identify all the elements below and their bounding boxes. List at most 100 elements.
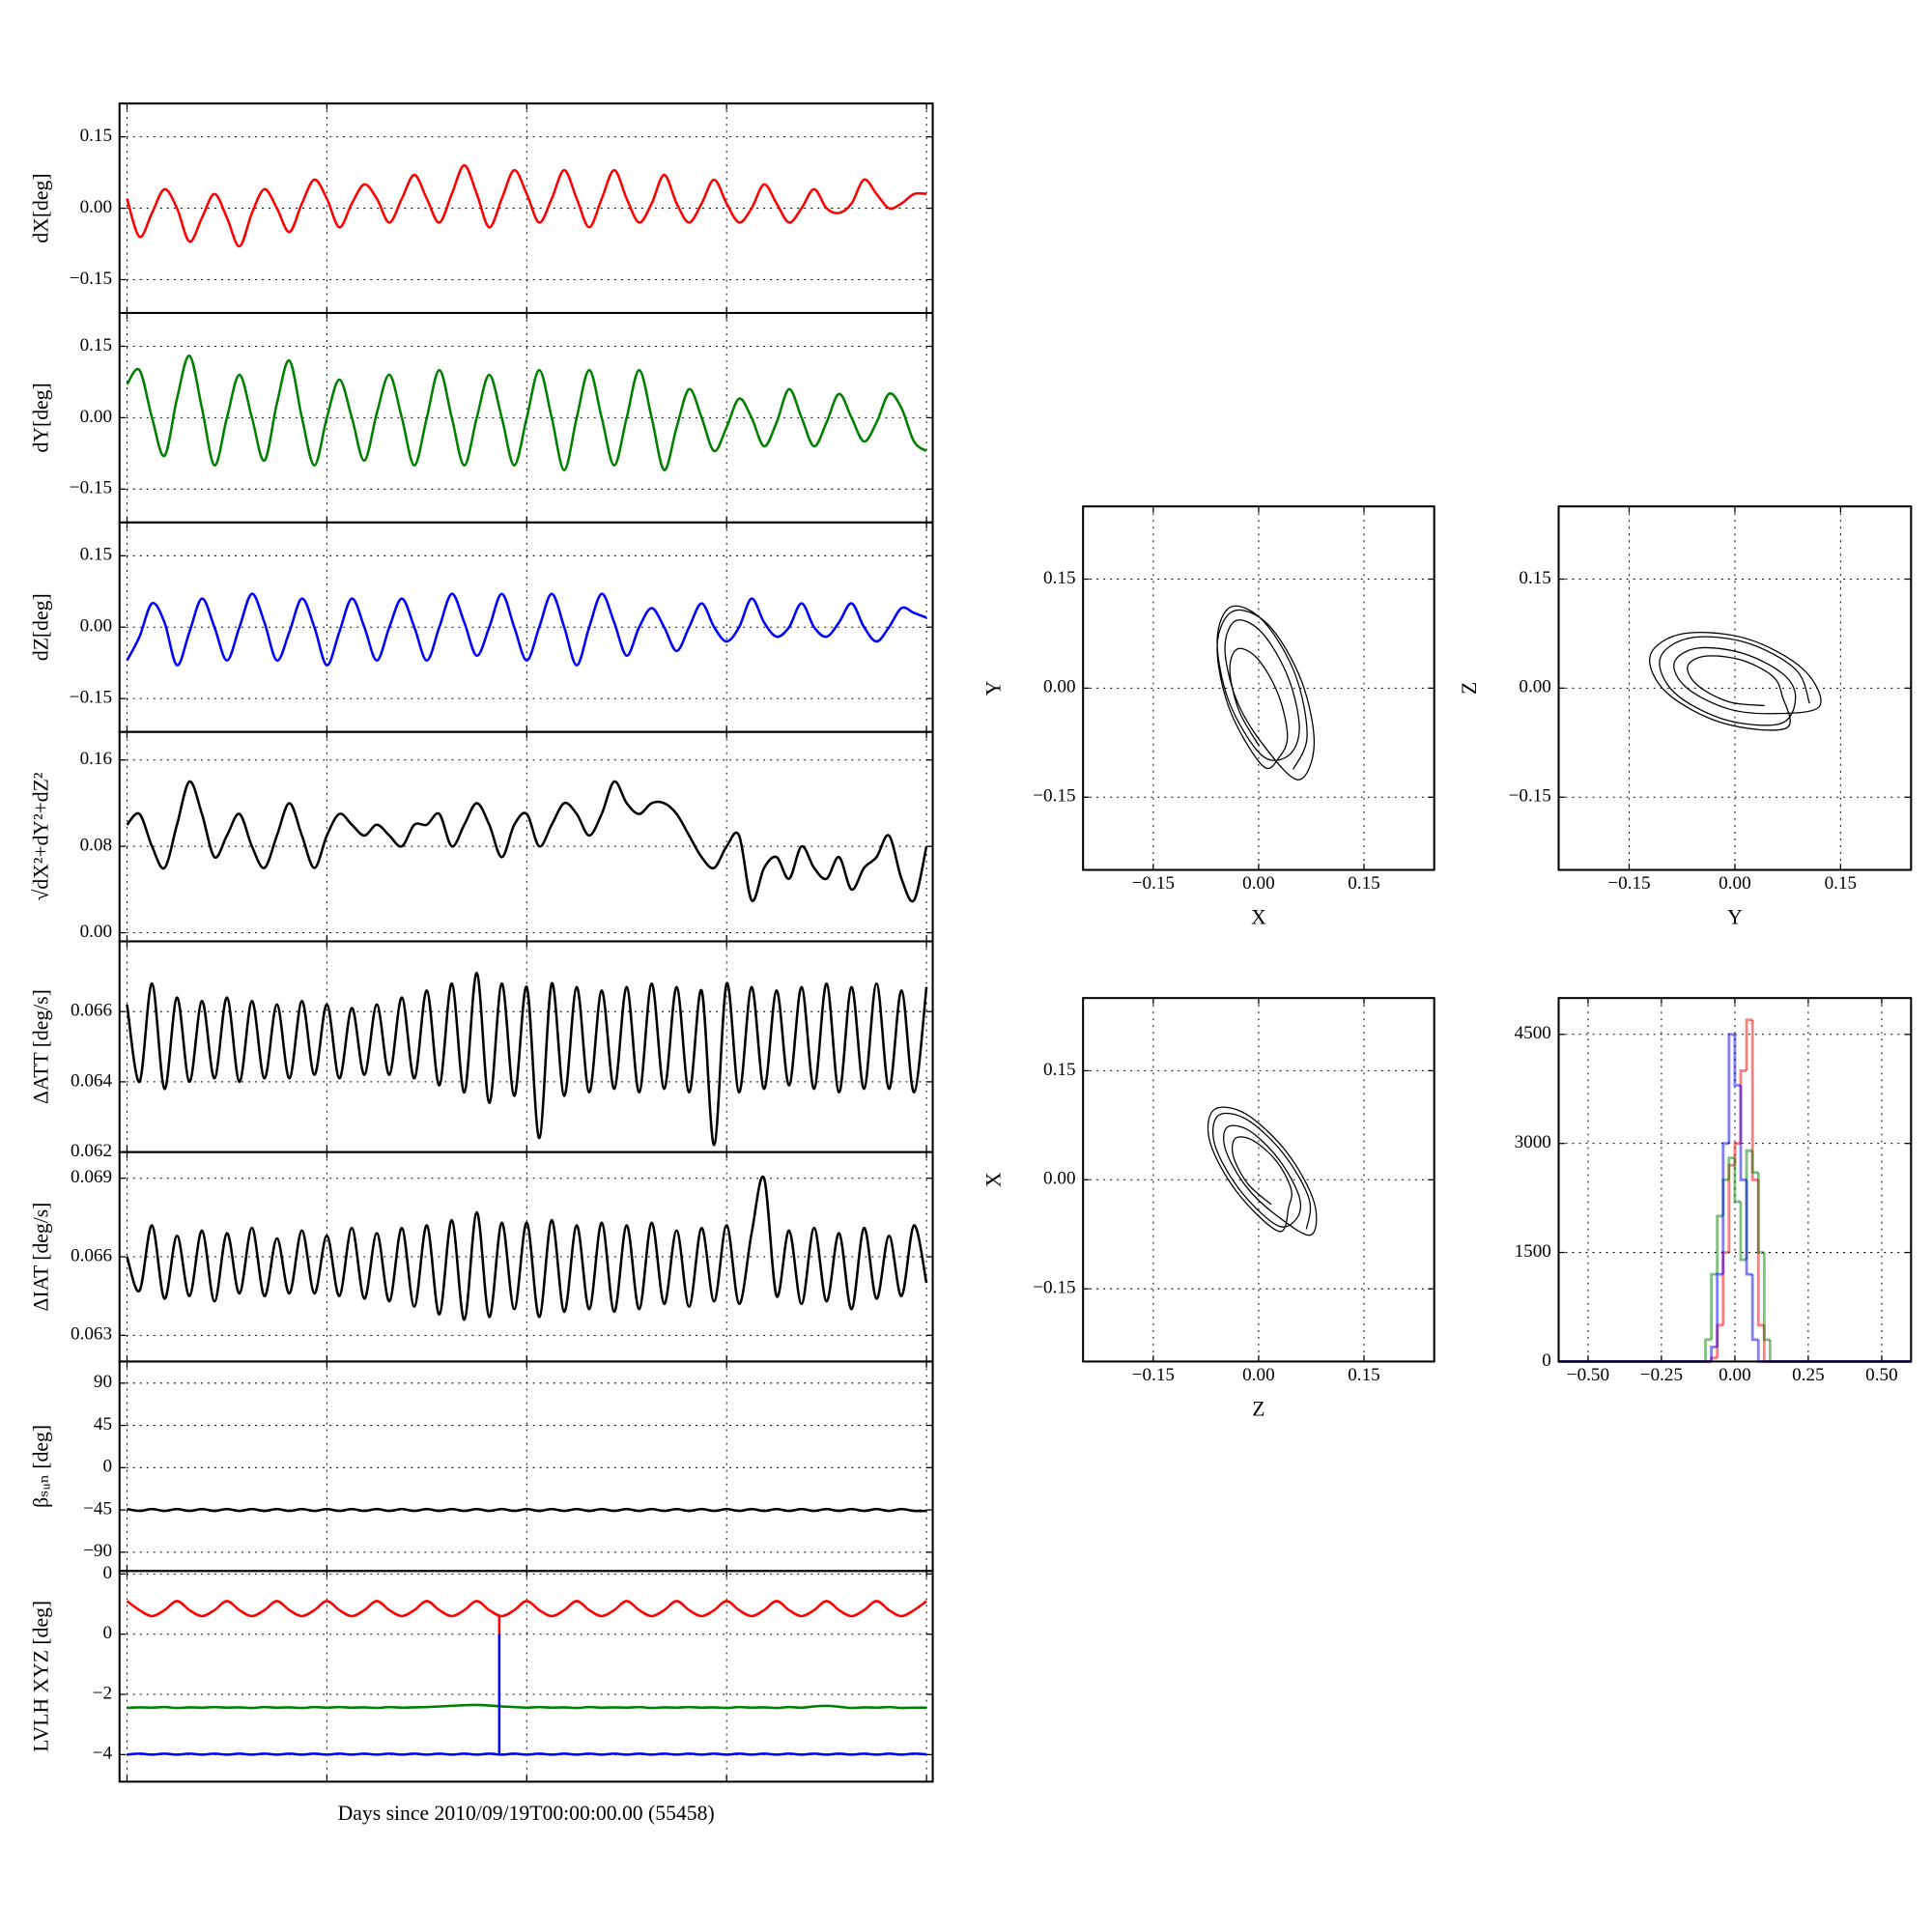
y-tick-label: 0.063: [71, 1324, 112, 1345]
y-tick-label: −0.15: [1033, 786, 1075, 807]
hist-step: [1704, 1338, 1712, 1362]
y-tick-label: −0.15: [1033, 1278, 1075, 1298]
y-axis-label: ΔIAT [deg/s]: [30, 1203, 53, 1312]
axes-frame: [1082, 997, 1435, 1363]
y-tick-label: 3000: [1515, 1132, 1551, 1152]
y-axis-label: √dX²+dY²+dZ²: [30, 773, 53, 901]
hist-step: [1710, 1272, 1718, 1340]
y-tick-label: 0.00: [1043, 677, 1075, 697]
y-tick-label: −0.15: [1509, 786, 1551, 807]
hist-step: [1762, 1252, 1771, 1342]
hist-step: [1727, 1156, 1735, 1180]
y-tick-label: 0.16: [80, 749, 112, 769]
x-tick-label: 0.50: [1865, 1365, 1897, 1385]
x-tick-label: 0.15: [1825, 873, 1857, 894]
y-tick-label: 0.15: [1043, 568, 1075, 588]
axes-frame: [1082, 505, 1435, 871]
y-tick-label: 1500: [1515, 1241, 1551, 1262]
x-tick-label: −0.25: [1640, 1365, 1683, 1385]
hist-step: [1750, 1151, 1759, 1175]
data-line: [1216, 605, 1316, 781]
hist-step: [1750, 1019, 1759, 1181]
y-tick-label: 0.062: [71, 1141, 112, 1161]
y-tick-label: −90: [83, 1541, 112, 1561]
y-tick-label: 0.00: [80, 407, 112, 427]
y-axis-label: dY[deg]: [30, 383, 53, 452]
y-tick-label: 0.066: [71, 1245, 112, 1265]
data-line: [127, 1752, 927, 1756]
y-tick-label: 0: [1542, 1350, 1551, 1371]
x-tick-label: 0.25: [1792, 1365, 1824, 1385]
hist-step: [1710, 1345, 1718, 1362]
hist-step: [1733, 1034, 1742, 1087]
y-tick-label: 0.066: [71, 1001, 112, 1021]
data-line: [126, 780, 928, 903]
data-line: [126, 355, 927, 471]
hist-step: [1733, 1157, 1742, 1204]
hist-step: [1716, 1272, 1723, 1348]
axes-frame: [1557, 997, 1913, 1363]
y-tick-label: −0.15: [70, 269, 112, 289]
x-tick-label: 0.00: [1719, 873, 1750, 894]
y-axis-label: dX[deg]: [30, 173, 53, 242]
data-line: [1207, 1106, 1318, 1236]
y-axis-label: Y: [982, 680, 1006, 696]
y-tick-label: 90: [94, 1372, 112, 1392]
y-tick-label: 0.064: [71, 1070, 112, 1091]
y-axis-label: βₛᵤₙ [deg]: [30, 1425, 53, 1508]
y-tick-label: 0.00: [1519, 677, 1550, 697]
hist-step: [1756, 1172, 1765, 1254]
hist-step: [1739, 1085, 1747, 1181]
axes-frame: [1557, 505, 1913, 871]
y-tick-label: −0.15: [70, 478, 112, 498]
y-axis-label: Z: [1458, 682, 1481, 695]
data-line: [126, 592, 927, 667]
data-line: [126, 1600, 927, 1618]
data-line: [1649, 632, 1822, 731]
x-axis-label: X: [1251, 905, 1266, 928]
data-line: [126, 163, 927, 248]
hist-step: [1750, 1274, 1759, 1342]
y-tick-label: 0.15: [1519, 568, 1550, 588]
x-axis-label: Days since 2010/09/19T00:00:00.00 (55458…: [338, 1802, 715, 1825]
x-tick-label: 0.00: [1719, 1365, 1750, 1385]
hist-step: [1745, 1179, 1753, 1276]
y-axis-label: dZ[deg]: [30, 593, 53, 661]
axes-frame: [118, 1570, 934, 1783]
y-tick-label: 0.15: [1043, 1060, 1075, 1080]
x-tick-label: 0.15: [1348, 1365, 1379, 1385]
hist-step: [1745, 1018, 1753, 1071]
hist-step: [1721, 1142, 1729, 1275]
y-tick-label: 0.00: [80, 197, 112, 217]
x-axis-label: Z: [1252, 1397, 1264, 1420]
y-tick-label: 0: [103, 1563, 113, 1583]
hist-step: [1727, 1033, 1735, 1144]
hist-step: [1716, 1214, 1723, 1275]
x-tick-label: 0.00: [1242, 873, 1274, 894]
data-line: [126, 1175, 928, 1321]
y-tick-label: 0.00: [1043, 1169, 1075, 1189]
data-line: [127, 1507, 927, 1513]
y-tick-label: −0.15: [70, 688, 112, 708]
y-tick-label: 0.00: [80, 922, 112, 942]
y-axis-label: X: [982, 1172, 1006, 1187]
x-axis-label: Y: [1727, 905, 1743, 928]
y-tick-label: −45: [83, 1498, 112, 1519]
x-tick-label: −0.15: [1607, 873, 1650, 894]
y-tick-label: −2: [93, 1683, 112, 1703]
y-tick-label: 4500: [1515, 1023, 1551, 1043]
y-tick-label: 0: [103, 1623, 113, 1643]
y-tick-label: 0.15: [80, 126, 112, 146]
hist-step: [1739, 1201, 1747, 1262]
x-tick-label: −0.15: [1132, 873, 1175, 894]
y-axis-label: ΔATT [deg/s]: [30, 989, 53, 1104]
data-line: [127, 1703, 927, 1710]
y-tick-label: 0.15: [80, 335, 112, 355]
data-line: [126, 971, 928, 1147]
x-tick-label: 0.15: [1348, 873, 1379, 894]
y-tick-label: 0.069: [71, 1167, 112, 1187]
x-tick-label: −0.15: [1132, 1365, 1175, 1385]
